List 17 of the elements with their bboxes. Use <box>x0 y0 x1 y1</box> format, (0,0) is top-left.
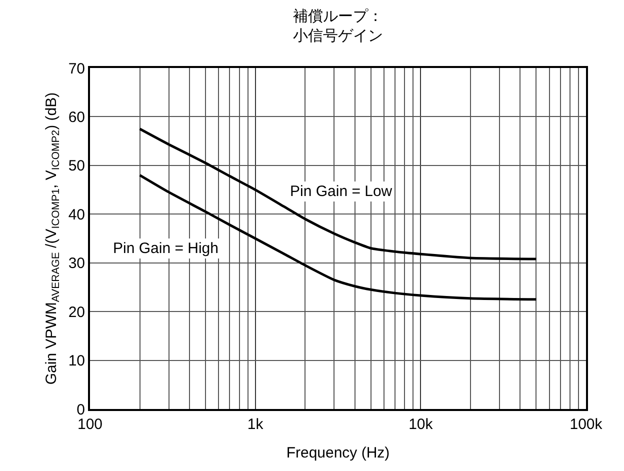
series-label: Pin Gain = High <box>113 240 218 257</box>
chart-subtitle: 小信号ゲイン <box>293 28 383 45</box>
x-tick-label: 100k <box>570 416 603 433</box>
y-tick-label: 60 <box>68 108 85 126</box>
series-label: Pin Gain = Low <box>290 183 392 200</box>
x-tick-label: 100 <box>77 416 103 433</box>
y-tick-label: 20 <box>68 304 85 321</box>
y-tick-label: 50 <box>68 158 85 175</box>
y-tick-label: 70 <box>68 60 85 78</box>
y-tick-label: 0 <box>76 401 85 418</box>
x-tick-label: 1k <box>247 416 264 433</box>
y-tick-label: 30 <box>68 255 85 272</box>
x-axis-title: Frequency (Hz) <box>286 444 390 462</box>
x-tick-label: 10k <box>408 416 434 433</box>
chart-title: 補償ループ： <box>293 8 383 26</box>
y-tick-label: 40 <box>68 206 85 224</box>
y-tick-label: 10 <box>68 352 85 370</box>
